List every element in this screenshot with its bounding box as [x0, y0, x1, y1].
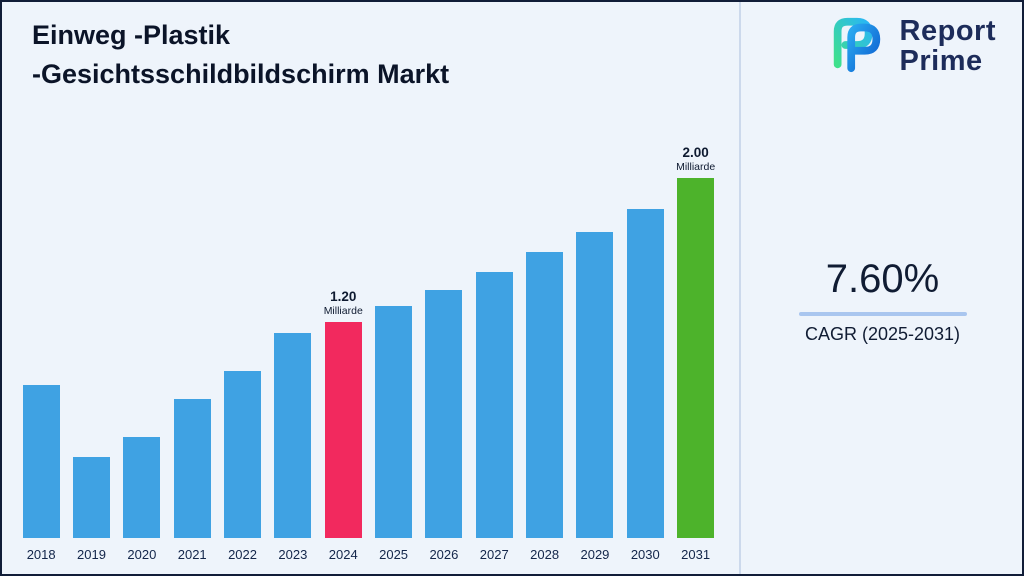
annotation-unit: Milliarde — [676, 160, 716, 173]
page-title: Einweg -Plastik -Gesichtsschildbildschir… — [32, 16, 449, 94]
bar-2029 — [576, 232, 614, 538]
bar-column-2031: 2.00 Milliarde 2031 — [670, 145, 720, 562]
x-axis-label-2031: 2031 — [681, 547, 711, 562]
bar-2023 — [274, 333, 312, 538]
cagr-panel: 7.60% CAGR (2025-2031) — [741, 257, 1022, 345]
bar-chart: 2018 2019 2020 2021 2022 2023 1.20 Milliarde 202… — [16, 145, 721, 562]
logo-text-line2: Prime — [899, 44, 983, 77]
bar-column-2020: 2020 — [117, 437, 167, 562]
vertical-divider — [739, 2, 741, 574]
bar-column-2023: 2023 — [268, 333, 318, 562]
bar-2021 — [173, 399, 211, 538]
logo-text-line1: Report — [899, 14, 996, 47]
bar-column-2027: 2027 — [469, 272, 519, 562]
x-axis-label-2025: 2025 — [379, 547, 409, 562]
bar-column-2028: 2028 — [519, 252, 569, 562]
bar-annotation-2024: 1.20 Milliarde — [324, 289, 363, 317]
x-axis-label-2029: 2029 — [580, 547, 610, 562]
x-axis-label-2019: 2019 — [77, 547, 106, 562]
page-title-line2: -Gesichtsschildbildschirm Markt — [32, 59, 450, 90]
bar-column-2024: 1.20 Milliarde 2024 — [318, 289, 368, 562]
cagr-label: CAGR (2025-2031) — [804, 324, 961, 344]
annotation-value: 1.20 — [330, 289, 357, 305]
annotation-unit: Milliarde — [323, 304, 363, 317]
x-axis-label-2027: 2027 — [479, 547, 509, 562]
report-prime-logo-icon — [824, 14, 890, 79]
bar-2025 — [375, 306, 413, 538]
bar-column-2026: 2026 — [419, 290, 469, 562]
bar-2031 — [677, 178, 715, 538]
report-prime-logo-text: Report Prime — [899, 14, 996, 77]
bar-annotation-2031: 2.00 Milliarde — [676, 145, 715, 173]
bar-2027 — [475, 272, 513, 538]
x-axis-label-2024: 2024 — [328, 547, 358, 562]
bar-2024 — [324, 322, 362, 538]
annotation-value: 2.00 — [682, 145, 709, 161]
bar-2022 — [224, 371, 262, 538]
bar-2019 — [73, 457, 111, 538]
x-axis-label-2020: 2020 — [127, 547, 157, 562]
bar-column-2021: 2021 — [167, 399, 217, 562]
x-axis-label-2026: 2026 — [429, 547, 459, 562]
bar-2026 — [425, 290, 463, 538]
bar-2028 — [526, 252, 564, 538]
bar-column-2029: 2029 — [570, 232, 620, 562]
cagr-underline — [798, 312, 967, 316]
bar-2018 — [22, 385, 60, 538]
bar-column-2019: 2019 — [66, 457, 116, 562]
x-axis-label-2021: 2021 — [177, 547, 207, 562]
bar-column-2022: 2022 — [217, 371, 267, 562]
x-axis-label-2018: 2018 — [26, 547, 56, 562]
page-title-line1: Einweg -Plastik — [32, 20, 231, 50]
x-axis-label-2030: 2030 — [630, 547, 660, 562]
x-axis-label-2023: 2023 — [278, 547, 308, 562]
bar-column-2030: 2030 — [620, 209, 670, 562]
cagr-value: 7.60% — [825, 257, 940, 301]
report-prime-logo: Report Prime — [824, 14, 996, 79]
bar-column-2025: 2025 — [368, 306, 418, 562]
x-axis-label-2022: 2022 — [228, 547, 257, 562]
x-axis-label-2028: 2028 — [530, 547, 560, 562]
bar-column-2018: 2018 — [16, 385, 66, 562]
bar-2030 — [626, 209, 664, 538]
bar-2020 — [123, 437, 161, 538]
